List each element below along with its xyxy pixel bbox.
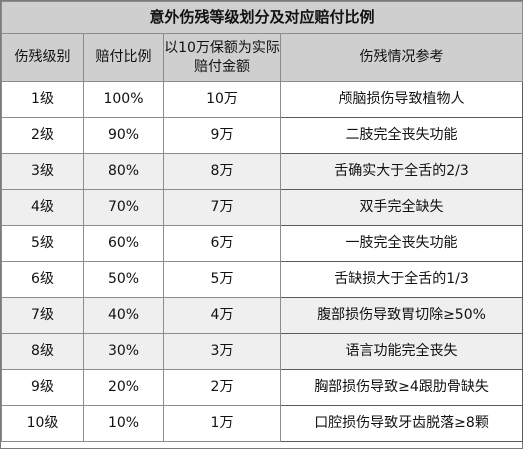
ratio-cell: 70% xyxy=(83,189,164,226)
grade-cell: 7级 xyxy=(1,297,84,334)
amount-cell: 10万 xyxy=(163,81,281,118)
description-cell: 语言功能完全丧失 xyxy=(279,333,523,370)
grade-cell: 8级 xyxy=(1,333,84,370)
description-cell: 颅脑损伤导致植物人 xyxy=(279,81,523,118)
ratio-cell: 20% xyxy=(83,369,164,406)
table-title: 意外伤残等级划分及对应赔付比例 xyxy=(0,1,523,34)
header-amount: 以10万保额为实际赔付金额 xyxy=(163,33,281,82)
description-cell: 胸部损伤导致≥4跟肋骨缺失 xyxy=(279,369,523,406)
grade-cell: 2级 xyxy=(1,117,84,154)
grade-cell: 10级 xyxy=(1,405,84,442)
amount-cell: 2万 xyxy=(163,369,281,406)
table-row: 2级 90% 9万 二肢完全丧失功能 xyxy=(1,117,523,154)
grade-cell: 4级 xyxy=(1,189,84,226)
grade-cell: 6级 xyxy=(1,261,84,298)
ratio-cell: 80% xyxy=(83,153,164,190)
table-row: 4级 70% 7万 双手完全缺失 xyxy=(1,189,523,226)
ratio-cell: 100% xyxy=(83,81,164,118)
amount-cell: 5万 xyxy=(163,261,281,298)
amount-cell: 3万 xyxy=(163,333,281,370)
description-cell: 双手完全缺失 xyxy=(279,189,523,226)
ratio-cell: 60% xyxy=(83,225,164,262)
ratio-cell: 10% xyxy=(83,405,164,442)
amount-cell: 8万 xyxy=(163,153,281,190)
table-title-row: 意外伤残等级划分及对应赔付比例 xyxy=(0,1,523,34)
description-cell: 舌缺损大于全舌的1/3 xyxy=(279,261,523,298)
grade-cell: 1级 xyxy=(1,81,84,118)
amount-cell: 9万 xyxy=(163,117,281,154)
table-row: 9级 20% 2万 胸部损伤导致≥4跟肋骨缺失 xyxy=(1,369,523,406)
amount-cell: 6万 xyxy=(163,225,281,262)
table-row: 6级 50% 5万 舌缺损大于全舌的1/3 xyxy=(1,261,523,298)
table-header-row: 伤残级别 赔付比例 以10万保额为实际赔付金额 伤残情况参考 xyxy=(1,33,523,82)
description-cell: 舌确实大于全舌的2/3 xyxy=(279,153,523,190)
grade-cell: 9级 xyxy=(1,369,84,406)
amount-cell: 4万 xyxy=(163,297,281,334)
ratio-cell: 90% xyxy=(83,117,164,154)
header-grade: 伤残级别 xyxy=(1,33,84,82)
amount-cell: 1万 xyxy=(163,405,281,442)
ratio-cell: 50% xyxy=(83,261,164,298)
ratio-cell: 40% xyxy=(83,297,164,334)
amount-cell: 7万 xyxy=(163,189,281,226)
grade-cell: 3级 xyxy=(1,153,84,190)
grade-cell: 5级 xyxy=(1,225,84,262)
header-description: 伤残情况参考 xyxy=(279,33,523,82)
table-row: 1级 100% 10万 颅脑损伤导致植物人 xyxy=(1,81,523,118)
description-cell: 腹部损伤导致胃切除≥50% xyxy=(279,297,523,334)
header-ratio: 赔付比例 xyxy=(83,33,164,82)
ratio-cell: 30% xyxy=(83,333,164,370)
table-row: 5级 60% 6万 一肢完全丧失功能 xyxy=(1,225,523,262)
table-row: 10级 10% 1万 口腔损伤导致牙齿脱落≥8颗 xyxy=(1,405,523,442)
table-row: 7级 40% 4万 腹部损伤导致胃切除≥50% xyxy=(1,297,523,334)
description-cell: 二肢完全丧失功能 xyxy=(279,117,523,154)
description-cell: 一肢完全丧失功能 xyxy=(279,225,523,262)
table-row: 8级 30% 3万 语言功能完全丧失 xyxy=(1,333,523,370)
description-cell: 口腔损伤导致牙齿脱落≥8颗 xyxy=(279,405,523,442)
table-body: 1级 100% 10万 颅脑损伤导致植物人 2级 90% 9万 二肢完全丧失功能 3级 80% 8万… xyxy=(1,81,523,442)
table-row: 3级 80% 8万 舌确实大于全舌的2/3 xyxy=(1,153,523,190)
